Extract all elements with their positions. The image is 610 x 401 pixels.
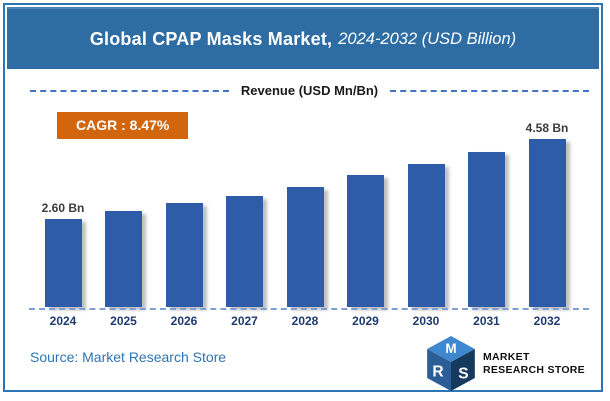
bar-2032 <box>528 139 566 307</box>
source-note: Source: Market Research Store <box>30 349 227 365</box>
logo-line-1: MARKET <box>482 351 530 364</box>
bar-slot <box>275 120 335 307</box>
bar-slot: 2.60 Bn <box>33 120 93 307</box>
x-tick-2027: 2027 <box>231 314 258 328</box>
svg-text:S: S <box>458 366 468 383</box>
bar-2031 <box>468 152 505 307</box>
bar-2028 <box>286 187 324 307</box>
bar-slot <box>336 120 396 307</box>
bar-slot <box>94 120 154 307</box>
bar-2030 <box>407 164 445 307</box>
x-axis-dashed-line <box>29 308 589 310</box>
bar-slot <box>396 120 456 307</box>
title-bar: Global CPAP Masks Market, 2024-2032 (USD… <box>7 7 599 69</box>
logo-line-2: RESEARCH STORE <box>482 363 585 376</box>
revenue-header: Revenue (USD Mn/Bn) <box>30 83 590 98</box>
bar-2025 <box>105 211 142 307</box>
bar-2024 <box>44 219 82 307</box>
bar-slot <box>215 120 275 307</box>
bar-plot: 2.60 Bn 4.58 Bn <box>33 120 577 307</box>
bar-value-label-2024: 2.60 Bn <box>41 201 85 215</box>
svg-text:R: R <box>432 363 443 380</box>
bar-2029 <box>347 175 384 307</box>
x-tick-2026: 2026 <box>170 314 198 328</box>
chart-title-main: Global CPAP Masks Market, <box>89 28 333 49</box>
bar-slot <box>154 120 214 307</box>
market-research-store-logo: M R S MARKET RESEARCH STORE <box>425 335 585 392</box>
bar-slot <box>457 120 517 307</box>
cagr-badge: CAGR : 8.47% <box>57 112 189 139</box>
x-tick-2032: 2032 <box>533 314 561 328</box>
x-tick-2030: 2030 <box>412 314 440 328</box>
bar-value-label-2032: 4.58 Bn <box>525 121 569 135</box>
chart-title-sub: 2024-2032 (USD Billion) <box>338 29 517 48</box>
revenue-header-label: Revenue (USD Mn/Bn) <box>240 83 379 98</box>
x-tick-2029: 2029 <box>352 314 379 328</box>
dashed-rule-right <box>390 89 590 92</box>
x-tick-2025: 2025 <box>110 314 137 328</box>
bar-2027 <box>226 196 263 307</box>
x-tick-2031: 2031 <box>473 314 500 328</box>
dashed-rule-left <box>30 89 229 92</box>
x-tick-2028: 2028 <box>291 314 319 328</box>
outer-frame: Global CPAP Masks Market, 2024-2032 (USD… <box>3 3 603 392</box>
x-tick-2024: 2024 <box>49 314 77 328</box>
x-axis-labels: 2024 2025 2026 2027 2028 2029 2030 2031 2032 <box>33 314 577 328</box>
bar-2026 <box>165 203 203 307</box>
mrs-cube-icon: M R S <box>427 336 475 391</box>
svg-text:M: M <box>445 341 456 356</box>
bar-slot: 4.58 Bn <box>517 120 577 307</box>
logo-wordmark: MARKET RESEARCH STORE <box>483 351 585 375</box>
